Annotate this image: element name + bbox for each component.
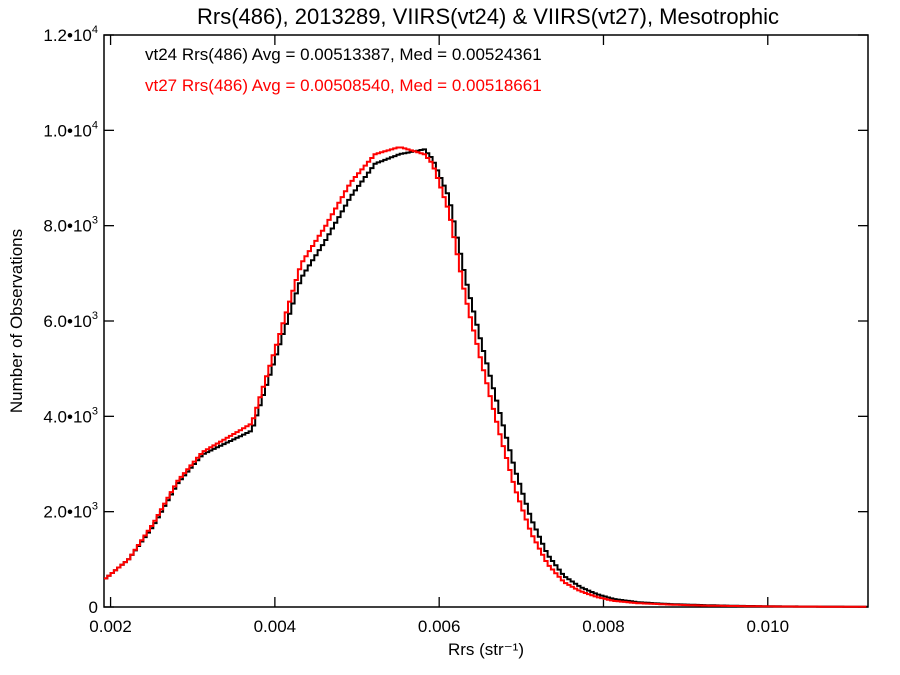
y-tick-mantissa: 1.2•10 [43,26,92,45]
y-tick-label: 1.2•104 [43,24,98,45]
legend-entry-vt27: vt27 Rrs(486) Avg = 0.00508540, Med = 0.… [145,76,542,95]
y-tick-label: 1.0•104 [43,119,98,140]
x-tick-label: 0.006 [418,617,461,636]
y-tick-exponent: 3 [92,405,98,417]
y-tick-label: 0 [89,598,98,617]
plot-frame [103,34,869,608]
y-tick-label: 6.0•103 [43,310,98,331]
y-tick-exponent: 3 [92,501,98,513]
x-axis-label: Rrs (str⁻¹) [448,640,524,659]
y-axis: 02.0•1034.0•1036.0•1038.0•1031.0•1041.2•… [43,24,868,617]
y-tick-exponent: 4 [92,24,98,36]
y-tick-exponent: 3 [92,215,98,227]
x-axis: 0.002 0.004 0.006 0.008 0.010 [89,35,789,636]
series-layer [104,146,868,608]
x-tick-label: 0.002 [89,617,132,636]
y-axis-label: Number of Observations [7,229,26,413]
y-tick-exponent: 4 [92,119,98,131]
legend: vt24 Rrs(486) Avg = 0.00513387, Med = 0.… [145,45,542,95]
series-line-vt27 [104,146,867,608]
y-tick-label: 2.0•103 [43,501,98,522]
y-tick-mantissa: 2.0•10 [43,503,92,522]
x-tick-label: 0.004 [254,617,297,636]
legend-entry-vt24: vt24 Rrs(486) Avg = 0.00513387, Med = 0.… [145,45,542,64]
x-tick-label: 0.008 [582,617,625,636]
y-tick-mantissa: 6.0•10 [43,312,92,331]
y-tick-mantissa: 0 [89,598,98,617]
y-tick-exponent: 3 [92,310,98,322]
y-tick-mantissa: 8.0•10 [43,217,92,236]
y-tick-mantissa: 4.0•10 [43,407,92,426]
y-tick-mantissa: 1.0•10 [43,121,92,140]
y-tick-label: 8.0•103 [43,215,98,236]
chart-title: Rrs(486), 2013289, VIIRS(vt24) & VIIRS(v… [197,4,779,29]
x-tick-label: 0.010 [747,617,790,636]
y-tick-label: 4.0•103 [43,405,98,426]
